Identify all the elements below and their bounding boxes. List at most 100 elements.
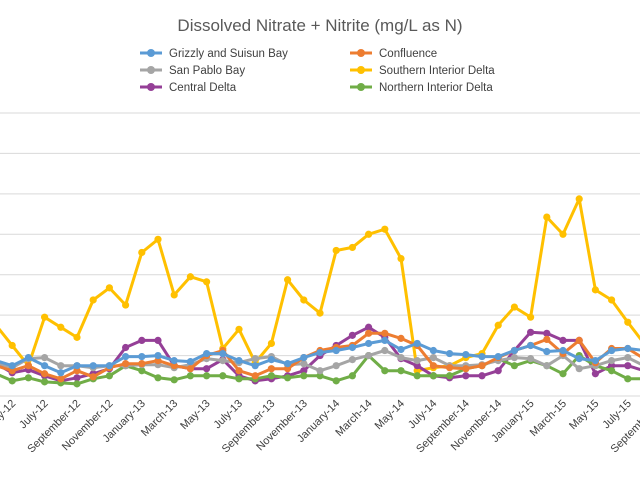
data-point bbox=[89, 373, 97, 381]
data-point bbox=[41, 370, 49, 378]
data-point bbox=[154, 357, 162, 365]
data-point bbox=[73, 374, 81, 382]
data-point bbox=[235, 357, 243, 365]
data-point bbox=[251, 355, 259, 363]
data-point bbox=[154, 336, 162, 345]
data-point bbox=[348, 243, 356, 252]
data-point bbox=[24, 374, 32, 382]
data-point bbox=[446, 372, 454, 380]
data-point bbox=[284, 365, 292, 373]
data-point bbox=[170, 376, 178, 384]
data-point bbox=[138, 367, 146, 375]
data-point bbox=[41, 362, 49, 370]
data-point bbox=[251, 372, 259, 380]
data-point bbox=[41, 353, 49, 362]
data-point bbox=[543, 213, 551, 221]
data-point bbox=[591, 370, 600, 378]
data-point bbox=[122, 352, 130, 361]
series-layer bbox=[0, 195, 640, 388]
data-point bbox=[413, 362, 421, 370]
data-point bbox=[235, 375, 243, 383]
data-point bbox=[494, 321, 502, 329]
data-point bbox=[332, 246, 340, 255]
data-point bbox=[203, 278, 211, 286]
data-point bbox=[332, 346, 340, 355]
data-point bbox=[284, 360, 292, 368]
legend-label: Northern Interior Delta bbox=[379, 82, 493, 94]
data-point bbox=[559, 370, 567, 378]
data-point bbox=[478, 352, 486, 361]
chart-title: Dissolved Nitrate + Nitrite (mg/L as N) bbox=[177, 16, 462, 35]
data-point bbox=[365, 351, 373, 360]
data-point bbox=[267, 365, 275, 373]
data-point bbox=[624, 353, 632, 362]
data-point bbox=[543, 335, 551, 343]
data-point bbox=[8, 362, 16, 370]
data-point bbox=[494, 367, 502, 375]
legend-label: Confluence bbox=[379, 48, 437, 60]
x-tick-label: May-13 bbox=[178, 398, 212, 432]
data-point bbox=[624, 362, 632, 370]
data-point bbox=[138, 336, 146, 345]
data-point bbox=[624, 344, 632, 353]
data-point bbox=[154, 374, 162, 382]
data-point bbox=[332, 377, 340, 385]
data-point bbox=[510, 303, 518, 311]
series bbox=[0, 336, 640, 377]
data-point bbox=[575, 336, 583, 345]
data-point bbox=[381, 329, 389, 337]
data-point bbox=[510, 362, 518, 370]
data-point bbox=[429, 372, 437, 380]
data-point bbox=[186, 273, 194, 281]
data-point bbox=[381, 367, 389, 375]
data-point bbox=[105, 362, 113, 370]
legend-swatch-marker bbox=[357, 49, 365, 57]
data-point bbox=[8, 377, 16, 385]
data-point bbox=[203, 365, 211, 373]
legend-swatch-marker bbox=[147, 49, 155, 57]
data-point bbox=[397, 345, 405, 354]
data-point bbox=[624, 375, 632, 383]
data-point bbox=[348, 331, 356, 339]
data-point bbox=[575, 195, 583, 203]
data-point bbox=[559, 346, 567, 355]
data-point bbox=[608, 357, 616, 365]
data-point bbox=[429, 353, 437, 362]
x-axis: May-12July-12September-12November-12Janu… bbox=[0, 398, 640, 456]
data-point bbox=[559, 336, 567, 345]
data-point bbox=[154, 351, 162, 360]
data-point bbox=[348, 372, 356, 380]
data-point bbox=[203, 349, 211, 358]
data-point bbox=[429, 362, 437, 370]
legend-swatch-marker bbox=[357, 66, 365, 74]
data-point bbox=[138, 352, 146, 361]
data-point bbox=[300, 367, 308, 375]
data-point bbox=[397, 254, 405, 263]
data-point bbox=[24, 353, 32, 362]
data-point bbox=[8, 367, 16, 375]
data-point bbox=[608, 367, 616, 375]
legend-swatch-marker bbox=[357, 83, 365, 91]
data-point bbox=[57, 375, 65, 383]
data-point bbox=[300, 372, 308, 380]
data-point bbox=[365, 339, 373, 348]
data-point bbox=[413, 367, 421, 375]
legend-label: Grizzly and Suisun Bay bbox=[169, 48, 288, 60]
data-point bbox=[527, 328, 535, 336]
data-point bbox=[624, 318, 632, 326]
data-point bbox=[543, 329, 551, 337]
data-point bbox=[397, 367, 405, 375]
series-line bbox=[0, 197, 640, 373]
data-point bbox=[73, 333, 81, 341]
data-point bbox=[608, 296, 616, 304]
data-point bbox=[122, 360, 130, 368]
data-point bbox=[284, 276, 292, 284]
data-point bbox=[122, 343, 130, 352]
data-point bbox=[203, 372, 211, 380]
data-point bbox=[494, 352, 502, 361]
data-point bbox=[397, 334, 405, 342]
data-point bbox=[138, 248, 146, 257]
data-point bbox=[138, 360, 146, 368]
data-point bbox=[170, 291, 178, 299]
data-point bbox=[235, 325, 243, 333]
